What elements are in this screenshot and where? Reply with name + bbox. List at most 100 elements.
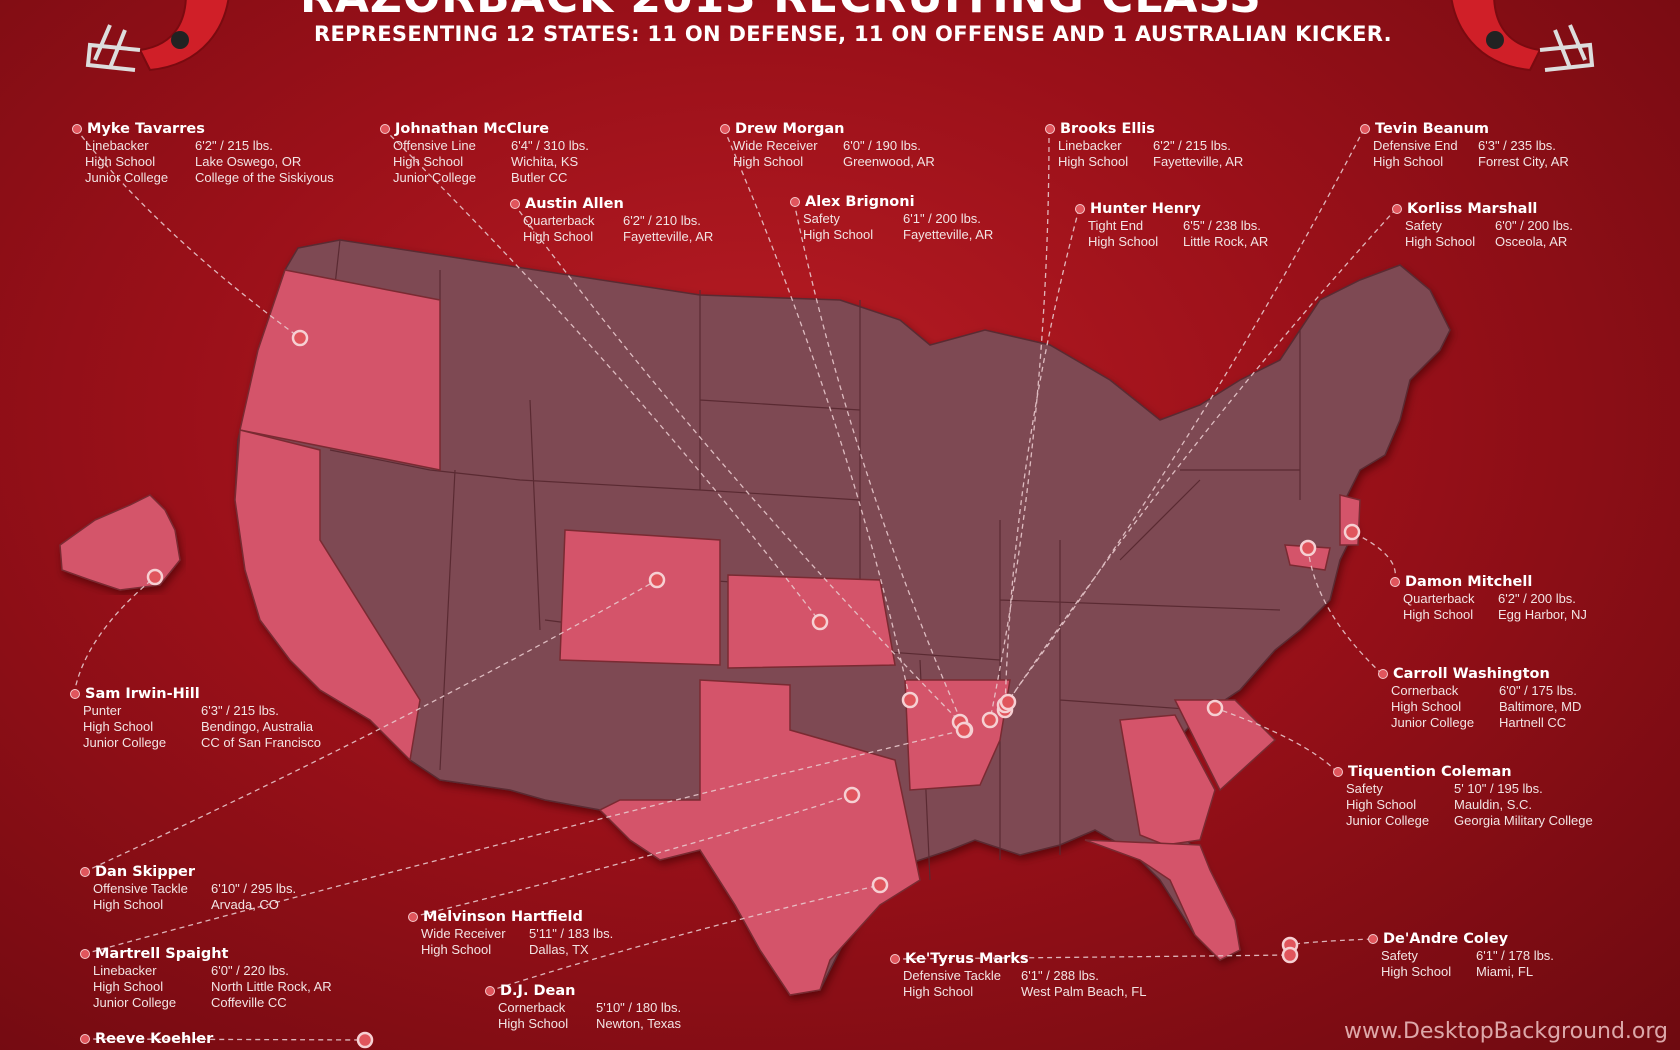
player-card-hartfield: Melvinson Hartfield Wide Receiver 5'11" / … [408, 908, 613, 958]
player-card-mitchell: Damon Mitchell Quarterback 6'2" / 200 lbs.… [1390, 573, 1587, 623]
player-detail-row: High School Forrest City, AR [1360, 154, 1569, 170]
player-name-text: Tiquention Coleman [1348, 764, 1512, 780]
detail-value: 6'2" / 215 lbs. [195, 138, 273, 153]
detail-label: Offensive Tackle [93, 881, 188, 896]
connector-line [83, 729, 965, 955]
detail-label: High School [733, 154, 804, 169]
player-detail-row: Safety 6'0" / 200 lbs. [1392, 218, 1573, 234]
poster-subtitle: REPRESENTING 12 STATES: 11 ON DEFENSE, 1… [314, 22, 1392, 46]
detail-value: Little Rock, AR [1183, 234, 1269, 249]
detail-value: CC of San Francisco [201, 735, 321, 750]
detail-label: Cornerback [1391, 683, 1459, 698]
detail-value: Miami, FL [1476, 964, 1534, 979]
player-name-text: Sam Irwin-Hill [85, 686, 200, 702]
bullet-icon [510, 199, 520, 209]
bullet-icon [72, 124, 82, 134]
player-name-text: Myke Tavarres [87, 121, 205, 137]
connector-line [1307, 547, 1383, 675]
detail-label: Cornerback [498, 1000, 566, 1015]
detail-label: Junior College [1391, 715, 1475, 730]
detail-label: High School [1346, 797, 1417, 812]
player-detail-row: Safety 6'1" / 178 lbs. [1368, 948, 1554, 964]
player-name: Reeve Koehler [80, 1030, 213, 1048]
player-name: Korliss Marshall [1392, 200, 1573, 218]
player-card-tavarres: Myke Tavarres Linebacker 6'2" / 215 lbs. Hi… [72, 120, 334, 186]
detail-label: High School [1381, 964, 1452, 979]
player-name: Myke Tavarres [72, 120, 334, 138]
hometown-marker [999, 693, 1017, 711]
player-detail-row: High School West Palm Beach, FL [890, 984, 1146, 1000]
connector-line [1289, 938, 1373, 946]
player-detail-row: High School Little Rock, AR [1075, 234, 1268, 250]
bullet-icon [408, 912, 418, 922]
hometown-marker [981, 711, 999, 729]
detail-value: 6'1" / 288 lbs. [1021, 968, 1099, 983]
player-card-koehler: Reeve Koehler [80, 1030, 213, 1048]
detail-value: Osceola, AR [1495, 234, 1568, 249]
detail-label: Quarterback [523, 213, 595, 228]
player-detail-row: Quarterback 6'2" / 210 lbs. [510, 213, 713, 229]
detail-label: High School [421, 942, 492, 957]
player-name: Hunter Henry [1075, 200, 1268, 218]
connector-line [1007, 208, 1397, 703]
bullet-icon [70, 689, 80, 699]
player-name-text: Ke'Tyrus Marks [905, 951, 1029, 967]
detail-value: 6'0" / 220 lbs. [211, 963, 289, 978]
player-name: Alex Brignoni [790, 193, 993, 211]
bullet-icon [380, 124, 390, 134]
player-detail-row: Linebacker 6'0" / 220 lbs. [80, 963, 332, 979]
player-detail-row: High School Fayetteville, AR [1045, 154, 1243, 170]
player-detail-row: Linebacker 6'2" / 215 lbs. [1045, 138, 1243, 154]
watermark-text: www.DesktopBackground.org [1343, 1019, 1668, 1044]
player-name: Sam Irwin-Hill [70, 685, 321, 703]
hometown-marker [1343, 523, 1361, 541]
player-detail-row: High School North Little Rock, AR [80, 979, 332, 995]
connector-line [488, 884, 881, 992]
player-detail-row: Cornerback 6'0" / 175 lbs. [1378, 683, 1581, 699]
detail-label: Offensive Line [393, 138, 476, 153]
detail-value: 6'10" / 295 lbs. [211, 881, 297, 896]
bullet-icon [80, 949, 90, 959]
player-detail-row: Wide Receiver 6'0" / 190 lbs. [720, 138, 935, 154]
player-name-text: Tevin Beanum [1375, 121, 1490, 137]
detail-label: High School [1405, 234, 1476, 249]
player-card-beanum: Tevin Beanum Defensive End 6'3" / 235 lbs.… [1360, 120, 1569, 170]
player-card-coleman: Tiquention Coleman Safety 5' 10" / 195 lbs… [1333, 763, 1593, 829]
player-name: Melvinson Hartfield [408, 908, 613, 926]
detail-value: 5'10" / 180 lbs. [596, 1000, 682, 1015]
bullet-icon [1368, 934, 1378, 944]
player-detail-row: Offensive Tackle 6'10" / 295 lbs. [80, 881, 296, 897]
hometown-marker [811, 613, 829, 631]
detail-value: 6'4" / 310 lbs. [511, 138, 589, 153]
player-name-text: Carroll Washington [1393, 666, 1550, 682]
highlighted-states [234, 269, 1361, 996]
bullet-icon [790, 197, 800, 207]
detail-value: 6'0" / 190 lbs. [843, 138, 921, 153]
player-detail-row: Defensive Tackle 6'1" / 288 lbs. [890, 968, 1146, 984]
detail-label: Linebacker [85, 138, 149, 153]
detail-value: Dallas, TX [529, 942, 589, 957]
player-name: Tiquention Coleman [1333, 763, 1593, 781]
detail-label: Safety [1346, 781, 1383, 796]
player-name-text: Korliss Marshall [1407, 201, 1538, 217]
detail-value: Butler CC [511, 170, 568, 185]
bullet-icon [80, 867, 90, 877]
detail-label: Safety [1381, 948, 1418, 963]
detail-label: High School [1058, 154, 1129, 169]
player-name-text: Martrell Spaight [95, 946, 229, 962]
player-name: De'Andre Coley [1368, 930, 1554, 948]
detail-label: High School [393, 154, 464, 169]
hometown-markers [146, 329, 1361, 1049]
detail-value: 6'3" / 215 lbs. [201, 703, 279, 718]
detail-label: High School [93, 897, 164, 912]
player-detail-row: Defensive End 6'3" / 235 lbs. [1360, 138, 1569, 154]
detail-value: Baltimore, MD [1499, 699, 1582, 714]
detail-label: Junior College [85, 170, 169, 185]
connector-line [1214, 707, 1338, 773]
hometown-marker [356, 1031, 374, 1049]
detail-label: Junior College [83, 735, 167, 750]
player-name: Carroll Washington [1378, 665, 1581, 683]
connector-line [1004, 208, 1080, 711]
player-detail-row: Cornerback 5'10" / 180 lbs. [485, 1000, 681, 1016]
